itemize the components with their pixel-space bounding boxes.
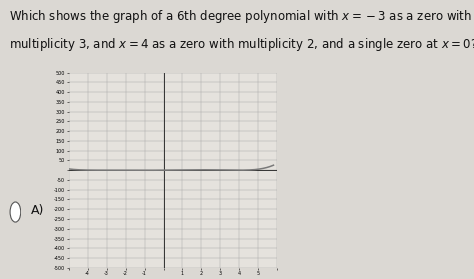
Text: Which shows the graph of a 6th degree polynomial with $x = -3$ as a zero with: Which shows the graph of a 6th degree po…: [9, 8, 473, 25]
Text: A): A): [31, 204, 44, 217]
Text: multiplicity 3, and $x = 4$ as a zero with multiplicity 2, and a single zero at : multiplicity 3, and $x = 4$ as a zero wi…: [9, 36, 474, 53]
Circle shape: [10, 202, 21, 222]
